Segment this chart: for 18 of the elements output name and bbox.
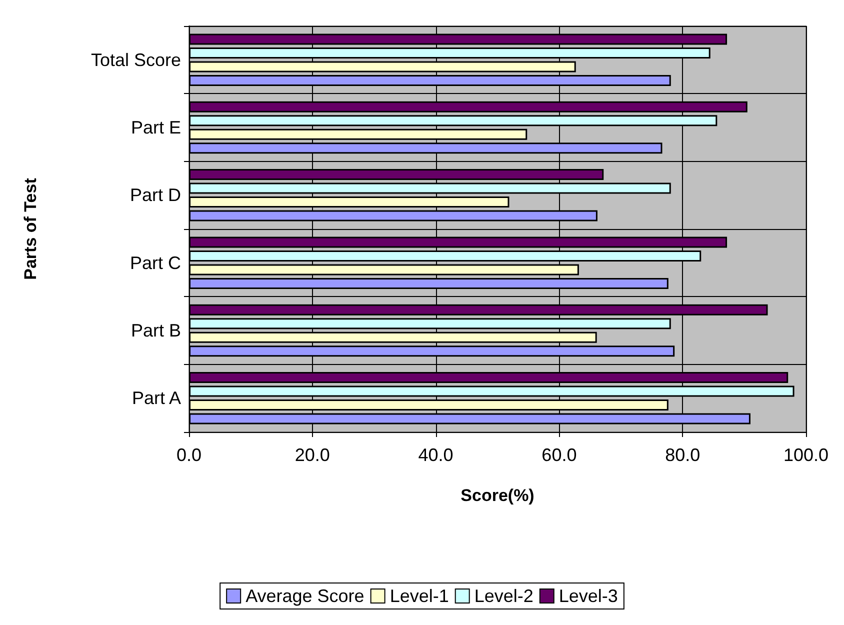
- legend-label: Average Score: [246, 586, 364, 606]
- y-tick-label: Part A: [132, 388, 181, 408]
- x-tick-label: 100.0: [783, 445, 829, 465]
- y-tick-label: Total Score: [90, 50, 181, 70]
- legend-label: Level-2: [474, 586, 534, 606]
- legend-label: Level-1: [390, 586, 449, 606]
- x-tick-label: 60.0: [542, 445, 577, 465]
- y-tick-label: Part C: [130, 252, 181, 273]
- x-tick-label: 80.0: [665, 445, 700, 465]
- x-axis-title: Score(%): [460, 486, 534, 505]
- y-tick-label: Part D: [130, 185, 181, 206]
- x-tick-label: 40.0: [418, 445, 454, 465]
- y-tick-label: Part B: [130, 320, 181, 340]
- y-axis-title: Parts of Test: [21, 178, 40, 280]
- x-tick-label: 20.0: [294, 445, 330, 465]
- y-tick-label: Part E: [130, 118, 181, 138]
- legend-label: Level-3: [558, 586, 618, 606]
- x-tick-label: 0.0: [176, 445, 202, 465]
